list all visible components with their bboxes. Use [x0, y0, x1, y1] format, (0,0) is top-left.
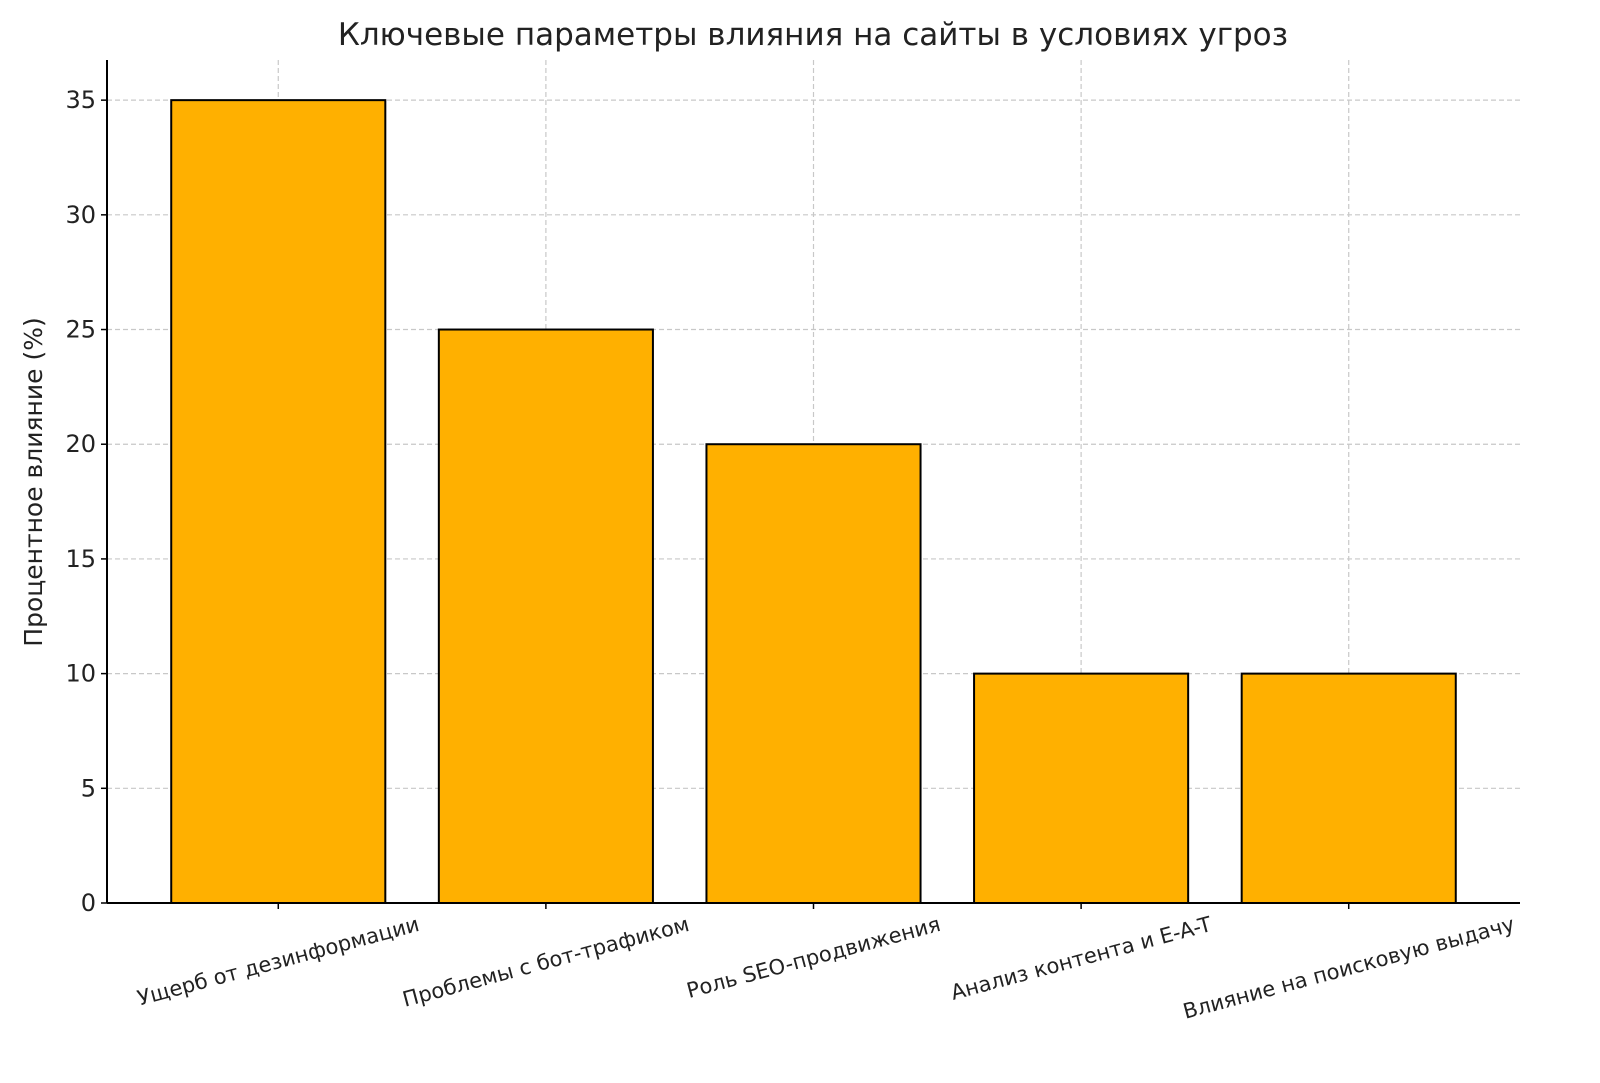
- bar: [1240, 672, 1457, 904]
- bar: [170, 99, 387, 904]
- bar: [437, 328, 654, 904]
- y-tick-label: 30: [65, 201, 96, 229]
- y-tick-label: 10: [65, 660, 96, 688]
- x-tick-label: Анализ контента и E-A-T: [948, 912, 1214, 1005]
- y-ticks: 0 5 10 15 20 25 30 35: [65, 86, 107, 917]
- bar: [973, 672, 1190, 904]
- x-tick-label: Роль SEO-продвижения: [684, 912, 943, 1003]
- x-tick-label: Влияние на поисковую выдачу: [1180, 912, 1517, 1024]
- x-tick-label: Проблемы с бот-трафиком: [400, 912, 692, 1012]
- y-tick-label: 20: [65, 430, 96, 458]
- y-tick-label: 0: [81, 889, 96, 917]
- bars: [170, 99, 1457, 904]
- y-axis-label: Процентное влияние (%): [19, 317, 48, 646]
- y-tick-label: 35: [65, 86, 96, 114]
- y-tick-label: 15: [65, 545, 96, 573]
- y-tick-label: 5: [81, 774, 96, 802]
- x-tick-label: Ущерб от дезинформации: [135, 912, 422, 1010]
- y-tick-label: 25: [65, 316, 96, 344]
- bar: [705, 443, 922, 904]
- chart-title: Ключевые параметры влияния на сайты в ус…: [338, 17, 1288, 53]
